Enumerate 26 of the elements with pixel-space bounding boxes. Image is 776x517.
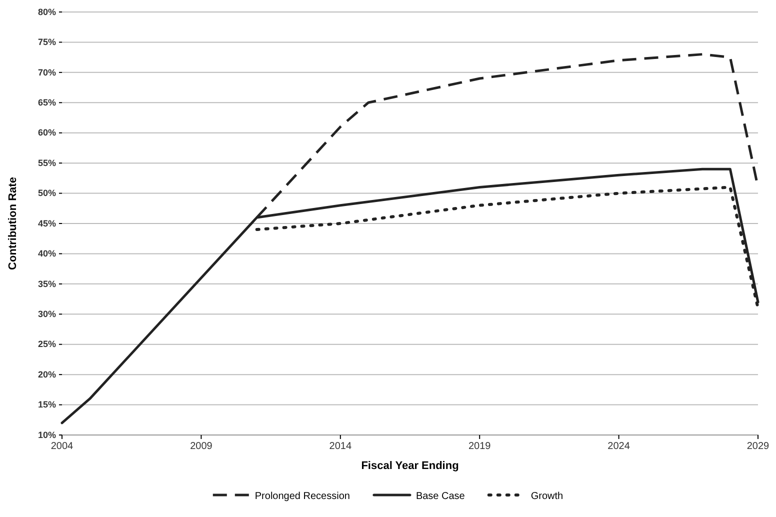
y-tick-label: 25% (38, 339, 56, 350)
y-tick-label: 45% (38, 218, 56, 228)
y-tick-label: 80% (38, 6, 56, 17)
y-tick-label: 65% (38, 98, 56, 108)
x-tick-label: 2004 (50, 441, 74, 452)
y-tick-label: 10% (38, 430, 56, 440)
legend-label: Growth (530, 491, 564, 502)
y-axis-title: Contribution Rate (7, 177, 19, 270)
y-tick-label: 50% (38, 188, 56, 198)
x-tick-label: 2029 (746, 441, 770, 452)
y-tick-label: 30% (38, 309, 56, 320)
legend-label: Base Case (416, 491, 466, 502)
y-tick-label: 40% (38, 248, 56, 259)
x-tick-label: 2014 (329, 441, 352, 452)
y-tick-label: 55% (38, 158, 56, 168)
y-tick-label: 35% (38, 278, 56, 289)
x-tick-label: 2009 (190, 441, 213, 452)
y-tick-label: 60% (38, 128, 56, 138)
y-tick-label: 70% (38, 67, 56, 78)
x-tick-label: 2019 (468, 441, 492, 452)
y-tick-label: 75% (38, 37, 56, 48)
x-axis-title: Fiscal Year Ending (361, 460, 459, 472)
legend-label: Prolonged Recession (254, 491, 350, 502)
y-tick-label: 20% (38, 369, 56, 380)
x-tick-label: 2024 (608, 441, 630, 452)
y-tick-label: 15% (38, 400, 56, 410)
